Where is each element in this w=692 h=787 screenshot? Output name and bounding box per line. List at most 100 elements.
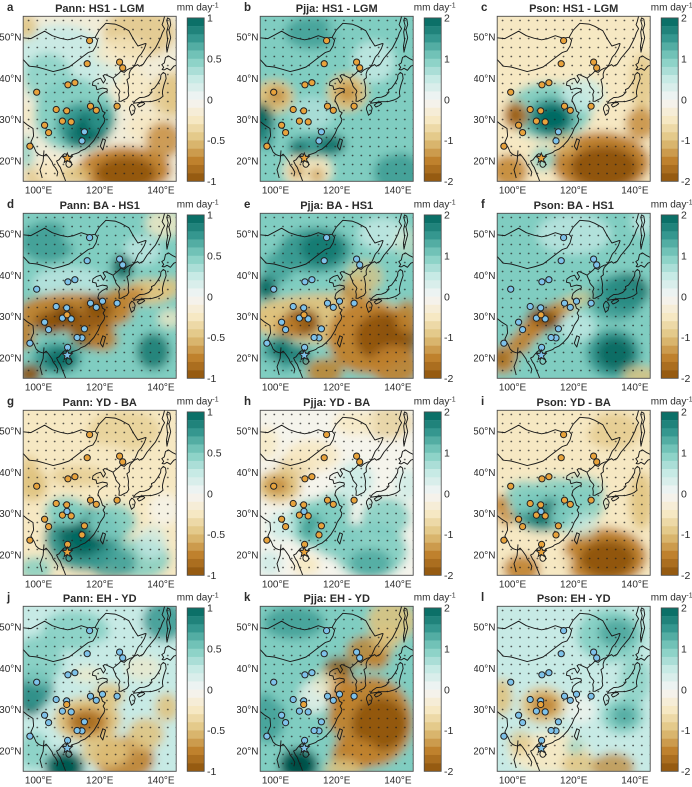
svg-text:140°E: 140°E — [147, 382, 175, 393]
svg-text:Pann: HS1 - LGM: Pann: HS1 - LGM — [55, 3, 144, 15]
svg-text:0: 0 — [207, 685, 213, 697]
svg-text:100°E: 100°E — [262, 579, 290, 590]
svg-text:Pjja: BA - HS1: Pjja: BA - HS1 — [300, 200, 373, 212]
svg-text:120°E: 120°E — [86, 579, 114, 590]
svg-text:40°N: 40°N — [0, 467, 22, 478]
svg-text:20°N: 20°N — [0, 550, 22, 561]
svg-text:i: i — [481, 396, 484, 408]
svg-text:50°N: 50°N — [474, 426, 496, 437]
svg-text:f: f — [481, 199, 485, 211]
svg-text:-1: -1 — [681, 332, 690, 344]
svg-text:-1: -1 — [207, 176, 216, 188]
svg-text:140°E: 140°E — [147, 776, 175, 787]
svg-text:-0.5: -0.5 — [207, 135, 225, 147]
svg-text:140°E: 140°E — [384, 579, 412, 590]
svg-text:1: 1 — [681, 447, 687, 459]
svg-text:k: k — [244, 592, 251, 604]
svg-text:0: 0 — [444, 94, 450, 106]
svg-text:mm day-1: mm day-1 — [650, 3, 692, 14]
svg-text:2: 2 — [444, 603, 450, 615]
svg-text:mm day-1: mm day-1 — [650, 199, 692, 210]
svg-text:50°N: 50°N — [237, 623, 259, 634]
svg-text:-2: -2 — [444, 570, 453, 582]
svg-text:1: 1 — [444, 54, 450, 66]
svg-text:mm day-1: mm day-1 — [414, 396, 456, 407]
svg-text:j: j — [6, 592, 10, 604]
svg-text:-1: -1 — [444, 135, 453, 147]
svg-text:mm day-1: mm day-1 — [177, 199, 219, 210]
svg-text:140°E: 140°E — [384, 776, 412, 787]
svg-text:120°E: 120°E — [86, 186, 114, 197]
svg-text:40°N: 40°N — [0, 664, 22, 675]
svg-text:2: 2 — [681, 603, 687, 615]
svg-text:40°N: 40°N — [474, 271, 496, 282]
svg-text:20°N: 20°N — [0, 747, 22, 758]
svg-text:1: 1 — [207, 209, 213, 221]
svg-text:40°N: 40°N — [0, 74, 22, 85]
svg-text:30°N: 30°N — [237, 705, 259, 716]
svg-text:120°E: 120°E — [323, 186, 351, 197]
svg-text:120°E: 120°E — [323, 382, 351, 393]
svg-text:30°N: 30°N — [237, 509, 259, 520]
svg-text:-1: -1 — [207, 766, 216, 778]
svg-text:30°N: 30°N — [0, 705, 22, 716]
svg-text:140°E: 140°E — [147, 186, 175, 197]
svg-text:2: 2 — [444, 209, 450, 221]
svg-text:20°N: 20°N — [474, 747, 496, 758]
svg-text:50°N: 50°N — [237, 33, 259, 44]
svg-text:0: 0 — [681, 94, 687, 106]
svg-text:50°N: 50°N — [474, 33, 496, 44]
svg-text:a: a — [7, 2, 14, 14]
svg-text:30°N: 30°N — [0, 115, 22, 126]
svg-text:mm day-1: mm day-1 — [177, 396, 219, 407]
svg-text:40°N: 40°N — [0, 271, 22, 282]
svg-text:-2: -2 — [444, 766, 453, 778]
svg-text:2: 2 — [444, 13, 450, 25]
svg-text:0: 0 — [681, 291, 687, 303]
svg-text:40°N: 40°N — [237, 271, 259, 282]
svg-text:-2: -2 — [444, 176, 453, 188]
svg-text:20°N: 20°N — [237, 550, 259, 561]
svg-text:100°E: 100°E — [25, 579, 53, 590]
svg-text:0: 0 — [207, 291, 213, 303]
svg-text:30°N: 30°N — [474, 509, 496, 520]
svg-text:c: c — [481, 2, 488, 14]
svg-text:-0.5: -0.5 — [207, 529, 225, 541]
svg-text:Pson: EH - YD: Pson: EH - YD — [536, 593, 610, 605]
svg-text:-1: -1 — [681, 725, 690, 737]
svg-text:20°N: 20°N — [0, 353, 22, 364]
svg-text:1: 1 — [444, 644, 450, 656]
svg-text:2: 2 — [681, 13, 687, 25]
svg-text:-1: -1 — [681, 135, 690, 147]
svg-text:40°N: 40°N — [474, 74, 496, 85]
svg-text:20°N: 20°N — [237, 747, 259, 758]
svg-text:-0.5: -0.5 — [207, 725, 225, 737]
svg-text:-2: -2 — [681, 570, 690, 582]
svg-text:mm day-1: mm day-1 — [650, 396, 692, 407]
svg-text:40°N: 40°N — [237, 664, 259, 675]
svg-text:Pjja: YD - BA: Pjja: YD - BA — [303, 397, 370, 409]
svg-text:30°N: 30°N — [237, 115, 259, 126]
svg-text:30°N: 30°N — [474, 705, 496, 716]
svg-text:Pann: EH - YD: Pann: EH - YD — [63, 593, 137, 605]
svg-text:30°N: 30°N — [0, 312, 22, 323]
svg-text:100°E: 100°E — [262, 776, 290, 787]
svg-text:Pann: BA - HS1: Pann: BA - HS1 — [60, 200, 140, 212]
svg-text:40°N: 40°N — [474, 664, 496, 675]
svg-text:-1: -1 — [681, 529, 690, 541]
svg-text:30°N: 30°N — [237, 312, 259, 323]
svg-text:20°N: 20°N — [237, 156, 259, 167]
svg-text:140°E: 140°E — [621, 776, 649, 787]
svg-text:20°N: 20°N — [237, 353, 259, 364]
svg-text:0.5: 0.5 — [207, 250, 222, 262]
svg-text:Pson: YD - BA: Pson: YD - BA — [536, 397, 610, 409]
svg-text:50°N: 50°N — [474, 623, 496, 634]
svg-text:20°N: 20°N — [474, 353, 496, 364]
svg-text:mm day-1: mm day-1 — [414, 199, 456, 210]
svg-text:20°N: 20°N — [474, 156, 496, 167]
svg-text:-1: -1 — [444, 725, 453, 737]
svg-text:0: 0 — [681, 488, 687, 500]
svg-text:-2: -2 — [681, 176, 690, 188]
svg-text:100°E: 100°E — [498, 186, 526, 197]
svg-text:0.5: 0.5 — [207, 54, 222, 66]
